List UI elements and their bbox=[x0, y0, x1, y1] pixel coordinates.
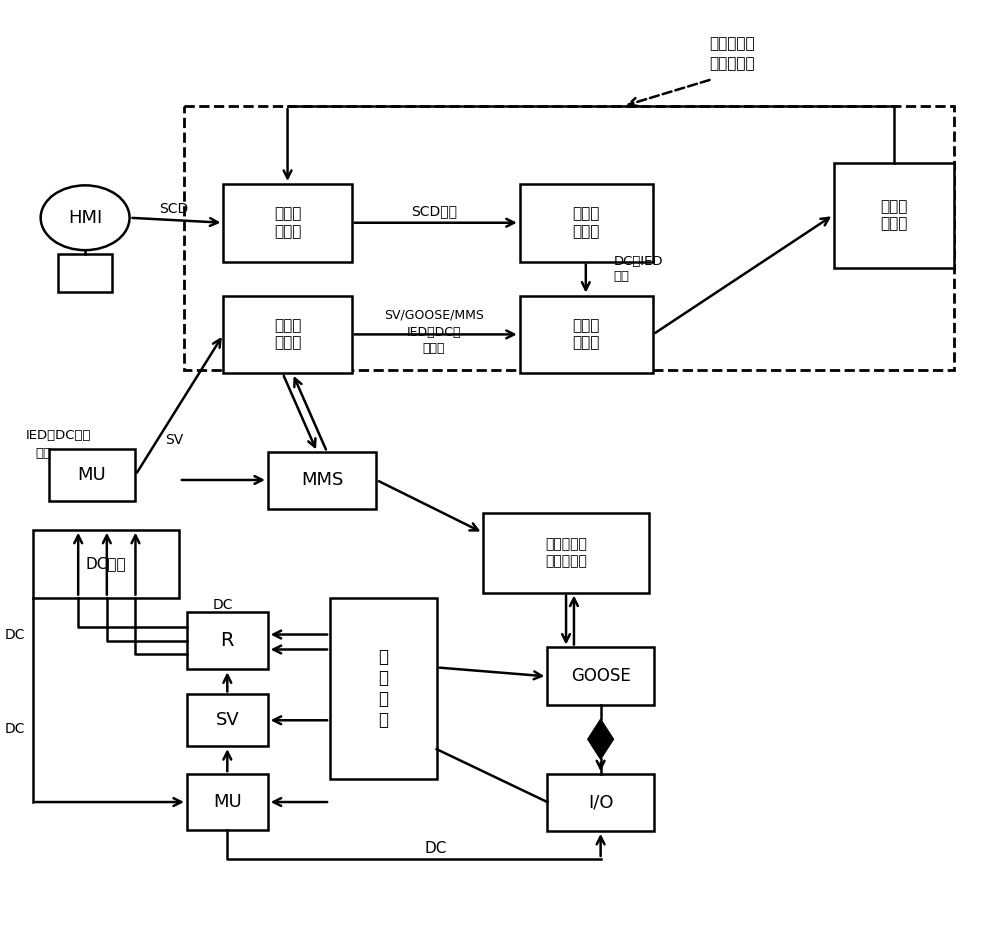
FancyBboxPatch shape bbox=[520, 184, 653, 262]
Text: IED的DC状: IED的DC状 bbox=[406, 326, 461, 339]
Text: MU: MU bbox=[78, 466, 106, 484]
FancyBboxPatch shape bbox=[58, 253, 112, 291]
FancyBboxPatch shape bbox=[483, 512, 649, 593]
FancyBboxPatch shape bbox=[223, 295, 352, 373]
Text: GOOSE: GOOSE bbox=[571, 667, 630, 685]
Text: 继电保护状: 继电保护状 bbox=[709, 36, 755, 50]
Text: SV: SV bbox=[165, 433, 183, 447]
Text: I/O: I/O bbox=[588, 793, 613, 811]
Text: DC系统: DC系统 bbox=[86, 556, 126, 571]
Text: SV: SV bbox=[215, 712, 239, 729]
Text: 人机交
换模块: 人机交 换模块 bbox=[274, 207, 301, 239]
FancyBboxPatch shape bbox=[187, 611, 268, 669]
Text: DC: DC bbox=[4, 627, 25, 642]
Text: 模型分
析模块: 模型分 析模块 bbox=[573, 207, 600, 239]
Text: SCD: SCD bbox=[159, 202, 189, 215]
Text: MMS: MMS bbox=[301, 472, 343, 490]
Text: SV/GOOSE/MMS: SV/GOOSE/MMS bbox=[384, 309, 484, 322]
Text: IED的DC状态: IED的DC状态 bbox=[26, 429, 91, 441]
Text: DC: DC bbox=[425, 842, 447, 856]
Text: 直
流
电
流: 直 流 电 流 bbox=[378, 648, 388, 729]
Text: 态监测装置: 态监测装置 bbox=[709, 56, 755, 71]
Text: HMI: HMI bbox=[68, 209, 102, 227]
Text: 继电保护状
态监测装置: 继电保护状 态监测装置 bbox=[545, 538, 587, 568]
Text: 报文匹
配模块: 报文匹 配模块 bbox=[573, 318, 600, 350]
FancyBboxPatch shape bbox=[33, 530, 179, 598]
FancyBboxPatch shape bbox=[520, 295, 653, 373]
FancyBboxPatch shape bbox=[834, 163, 954, 268]
Text: DC: DC bbox=[213, 598, 234, 611]
Ellipse shape bbox=[41, 185, 130, 251]
FancyBboxPatch shape bbox=[187, 695, 268, 746]
Text: MU: MU bbox=[213, 793, 242, 811]
FancyBboxPatch shape bbox=[268, 452, 376, 509]
FancyBboxPatch shape bbox=[223, 184, 352, 262]
FancyBboxPatch shape bbox=[547, 774, 654, 831]
Text: 信息: 信息 bbox=[36, 447, 52, 459]
Text: DC: DC bbox=[4, 722, 25, 736]
Text: DC与IED
关系: DC与IED 关系 bbox=[613, 254, 663, 283]
FancyBboxPatch shape bbox=[547, 647, 654, 705]
Text: 数据存
储模块: 数据存 储模块 bbox=[880, 199, 908, 232]
FancyBboxPatch shape bbox=[330, 598, 437, 779]
Text: SCD文件: SCD文件 bbox=[411, 204, 457, 217]
Text: 态信息: 态信息 bbox=[422, 342, 445, 355]
FancyBboxPatch shape bbox=[187, 774, 268, 830]
Text: 网络通
信模块: 网络通 信模块 bbox=[274, 318, 301, 350]
Text: R: R bbox=[221, 631, 234, 650]
Polygon shape bbox=[588, 719, 613, 759]
FancyBboxPatch shape bbox=[49, 449, 135, 501]
